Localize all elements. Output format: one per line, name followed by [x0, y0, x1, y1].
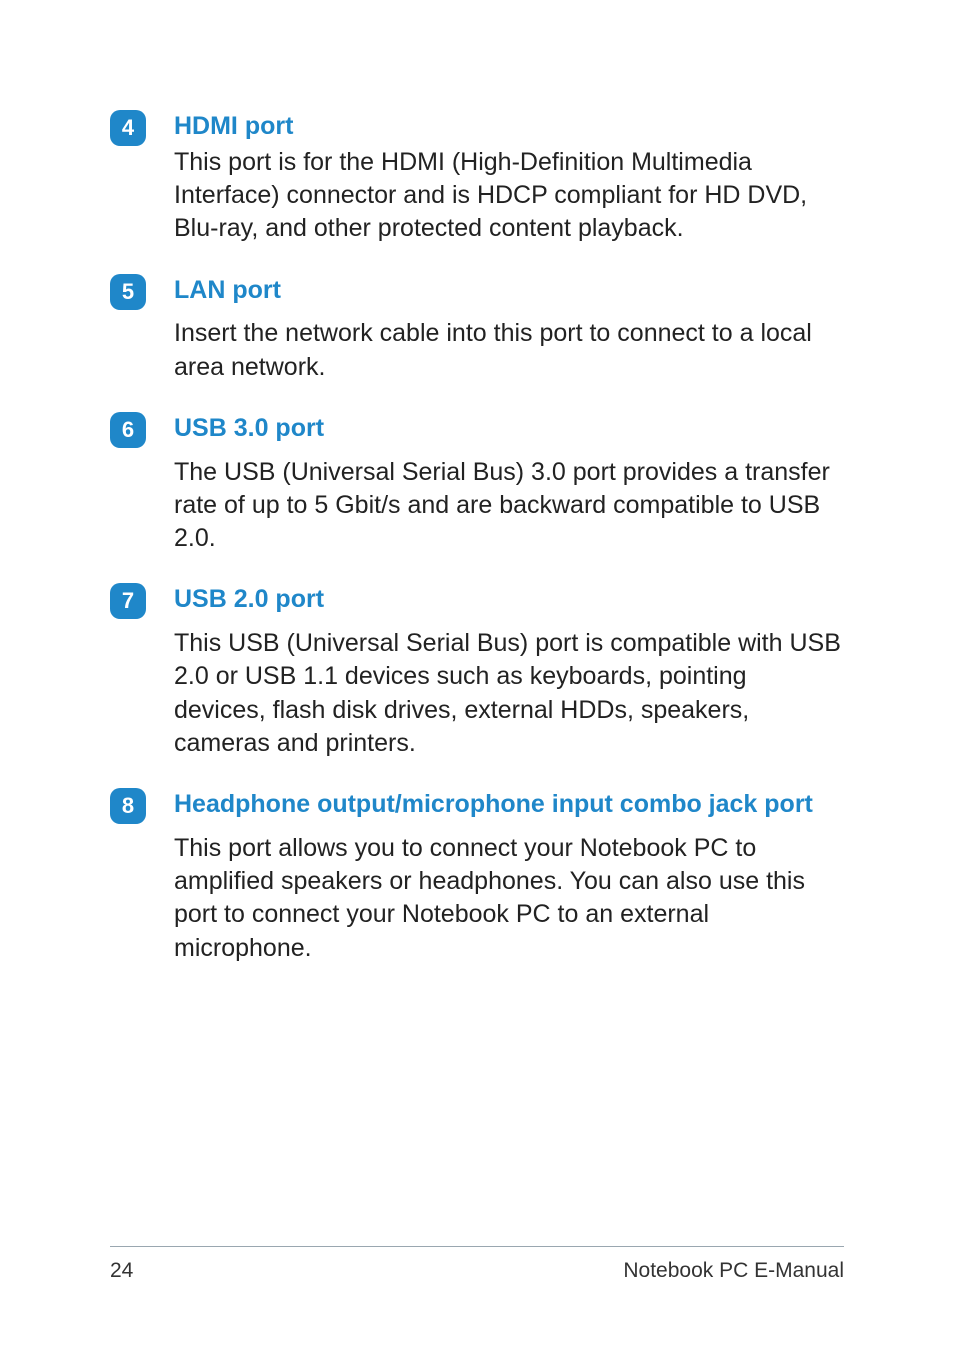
entry-title: USB 3.0 port — [174, 412, 844, 446]
entry-content: HDMI port This port is for the HDMI (Hig… — [174, 110, 844, 246]
number-badge: 4 — [110, 110, 146, 146]
number-badge: 6 — [110, 412, 146, 448]
entry-content: Headphone output/microphone input combo … — [174, 788, 844, 965]
page-number: 24 — [110, 1259, 133, 1283]
entry-content: USB 3.0 port The USB (Universal Serial B… — [174, 412, 844, 556]
port-entry-7: 7 USB 2.0 port This USB (Universal Seria… — [110, 583, 844, 760]
page: 4 HDMI port This port is for the HDMI (H… — [0, 0, 954, 1345]
number-badge: 5 — [110, 274, 146, 310]
entry-title: HDMI port — [174, 110, 844, 144]
entry-title: Headphone output/microphone input combo … — [174, 788, 844, 822]
entry-description: This port allows you to connect your Not… — [174, 832, 844, 965]
entry-description: Insert the network cable into this port … — [174, 317, 844, 384]
entry-description: This USB (Universal Serial Bus) port is … — [174, 627, 844, 760]
page-footer: 24 Notebook PC E-Manual — [110, 1246, 844, 1283]
number-badge: 8 — [110, 788, 146, 824]
entry-content: USB 2.0 port This USB (Universal Serial … — [174, 583, 844, 760]
port-entry-6: 6 USB 3.0 port The USB (Universal Serial… — [110, 412, 844, 556]
entry-description: The USB (Universal Serial Bus) 3.0 port … — [174, 456, 844, 556]
footer-row: 24 Notebook PC E-Manual — [110, 1259, 844, 1283]
entry-title: LAN port — [174, 274, 844, 308]
port-entry-5: 5 LAN port Insert the network cable into… — [110, 274, 844, 384]
port-entry-8: 8 Headphone output/microphone input comb… — [110, 788, 844, 965]
number-badge: 7 — [110, 583, 146, 619]
footer-rule — [110, 1246, 844, 1247]
entry-content: LAN port Insert the network cable into t… — [174, 274, 844, 384]
doc-title: Notebook PC E-Manual — [623, 1259, 844, 1283]
entry-title: USB 2.0 port — [174, 583, 844, 617]
entry-description: This port is for the HDMI (High-Definiti… — [174, 146, 844, 246]
port-entry-4: 4 HDMI port This port is for the HDMI (H… — [110, 110, 844, 246]
